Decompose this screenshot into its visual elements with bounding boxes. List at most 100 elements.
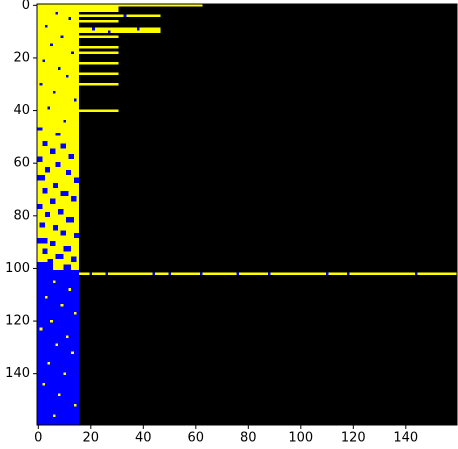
cell-block <box>60 190 69 197</box>
cell-block <box>105 272 108 276</box>
cell-block <box>52 225 58 231</box>
cell-block <box>52 280 56 283</box>
cell-block <box>79 51 119 54</box>
cell-block <box>44 25 48 28</box>
cell-block <box>79 82 119 86</box>
cell-block <box>79 109 119 112</box>
cell-block <box>68 153 74 160</box>
y-tick-label: 100 <box>5 261 30 276</box>
cell-block <box>55 11 58 15</box>
cell-block <box>63 119 66 123</box>
cell-block <box>79 27 161 33</box>
cell-block <box>73 98 77 102</box>
x-tick-label: 0 <box>34 431 42 446</box>
cell-block <box>55 132 61 136</box>
cell-block <box>71 256 77 262</box>
cell-block <box>55 253 64 260</box>
cell-block <box>37 238 48 244</box>
cell-block <box>92 27 95 31</box>
cell-block <box>79 35 119 39</box>
cell-block <box>44 296 48 299</box>
cell-block <box>89 272 93 276</box>
cell-block <box>37 127 43 131</box>
x-tick-label: 120 <box>341 431 366 446</box>
cell-block <box>65 169 72 176</box>
cell-block <box>73 403 77 407</box>
cell-block <box>123 14 127 18</box>
y-tick-label: 0 <box>22 0 30 13</box>
cell-block <box>71 196 77 202</box>
cell-block <box>79 6 119 12</box>
cell-block <box>39 82 43 86</box>
x-tick-label: 20 <box>83 431 100 446</box>
cell-block <box>268 272 271 276</box>
cell-block <box>68 17 72 20</box>
cell-block <box>60 230 66 236</box>
plot-frame <box>36 3 458 426</box>
cell-block <box>71 351 74 354</box>
x-tick-label: 60 <box>188 431 205 446</box>
cell-block <box>346 272 350 276</box>
cell-block <box>73 311 77 315</box>
cell-block <box>50 43 53 47</box>
cell-block <box>50 198 56 204</box>
cell-block <box>37 156 43 162</box>
cell-block <box>44 167 51 173</box>
cell-block <box>325 272 329 276</box>
cell-block <box>42 140 48 147</box>
cell-block <box>79 19 119 23</box>
x-tick-label: 40 <box>135 431 152 446</box>
cell-block <box>415 272 418 276</box>
cell-block <box>58 393 61 397</box>
cell-block <box>55 343 58 347</box>
cell-block <box>39 222 45 228</box>
cell-block <box>73 232 79 239</box>
y-tick-label: 140 <box>5 366 30 381</box>
cell-block <box>37 175 45 181</box>
cell-block <box>63 246 72 252</box>
cell-block <box>79 61 119 65</box>
cell-block <box>65 75 69 78</box>
cell-block <box>152 272 156 276</box>
y-tick-label: 40 <box>13 103 30 118</box>
cell-block <box>37 261 53 270</box>
cell-block <box>47 259 53 265</box>
cell-block <box>37 269 79 425</box>
cell-block <box>47 106 51 110</box>
cell-block <box>39 327 43 331</box>
cell-block <box>79 46 119 49</box>
cell-block <box>44 211 51 218</box>
cell-block <box>65 217 74 223</box>
cell-block <box>73 177 79 183</box>
y-tick-label: 20 <box>13 50 30 65</box>
cell-block <box>136 27 140 31</box>
cell-block <box>55 161 61 168</box>
cell-block <box>107 30 111 33</box>
cell-block <box>37 203 43 210</box>
cell-block <box>60 303 64 307</box>
cell-block <box>42 188 48 194</box>
cell-block <box>71 51 74 54</box>
cell-block <box>60 143 66 149</box>
y-tick-label: 80 <box>13 208 30 223</box>
cell-block <box>236 272 240 276</box>
cell-block <box>79 72 119 76</box>
cell-block <box>199 272 203 276</box>
cell-block <box>60 35 64 39</box>
cell-block <box>42 382 45 386</box>
cell-block <box>50 148 56 154</box>
cell-block <box>42 59 45 62</box>
x-tick-label: 80 <box>240 431 257 446</box>
cell-block <box>68 288 72 291</box>
cell-block <box>37 4 457 425</box>
cell-block <box>63 372 66 376</box>
x-tick-label: 140 <box>393 431 418 446</box>
cell-block <box>52 182 58 189</box>
cell-block <box>47 361 51 365</box>
cell-block <box>50 240 56 247</box>
cell-block <box>65 335 69 339</box>
cell-block <box>58 209 64 215</box>
y-tick-label: 60 <box>13 156 30 171</box>
cell-block <box>52 90 56 94</box>
